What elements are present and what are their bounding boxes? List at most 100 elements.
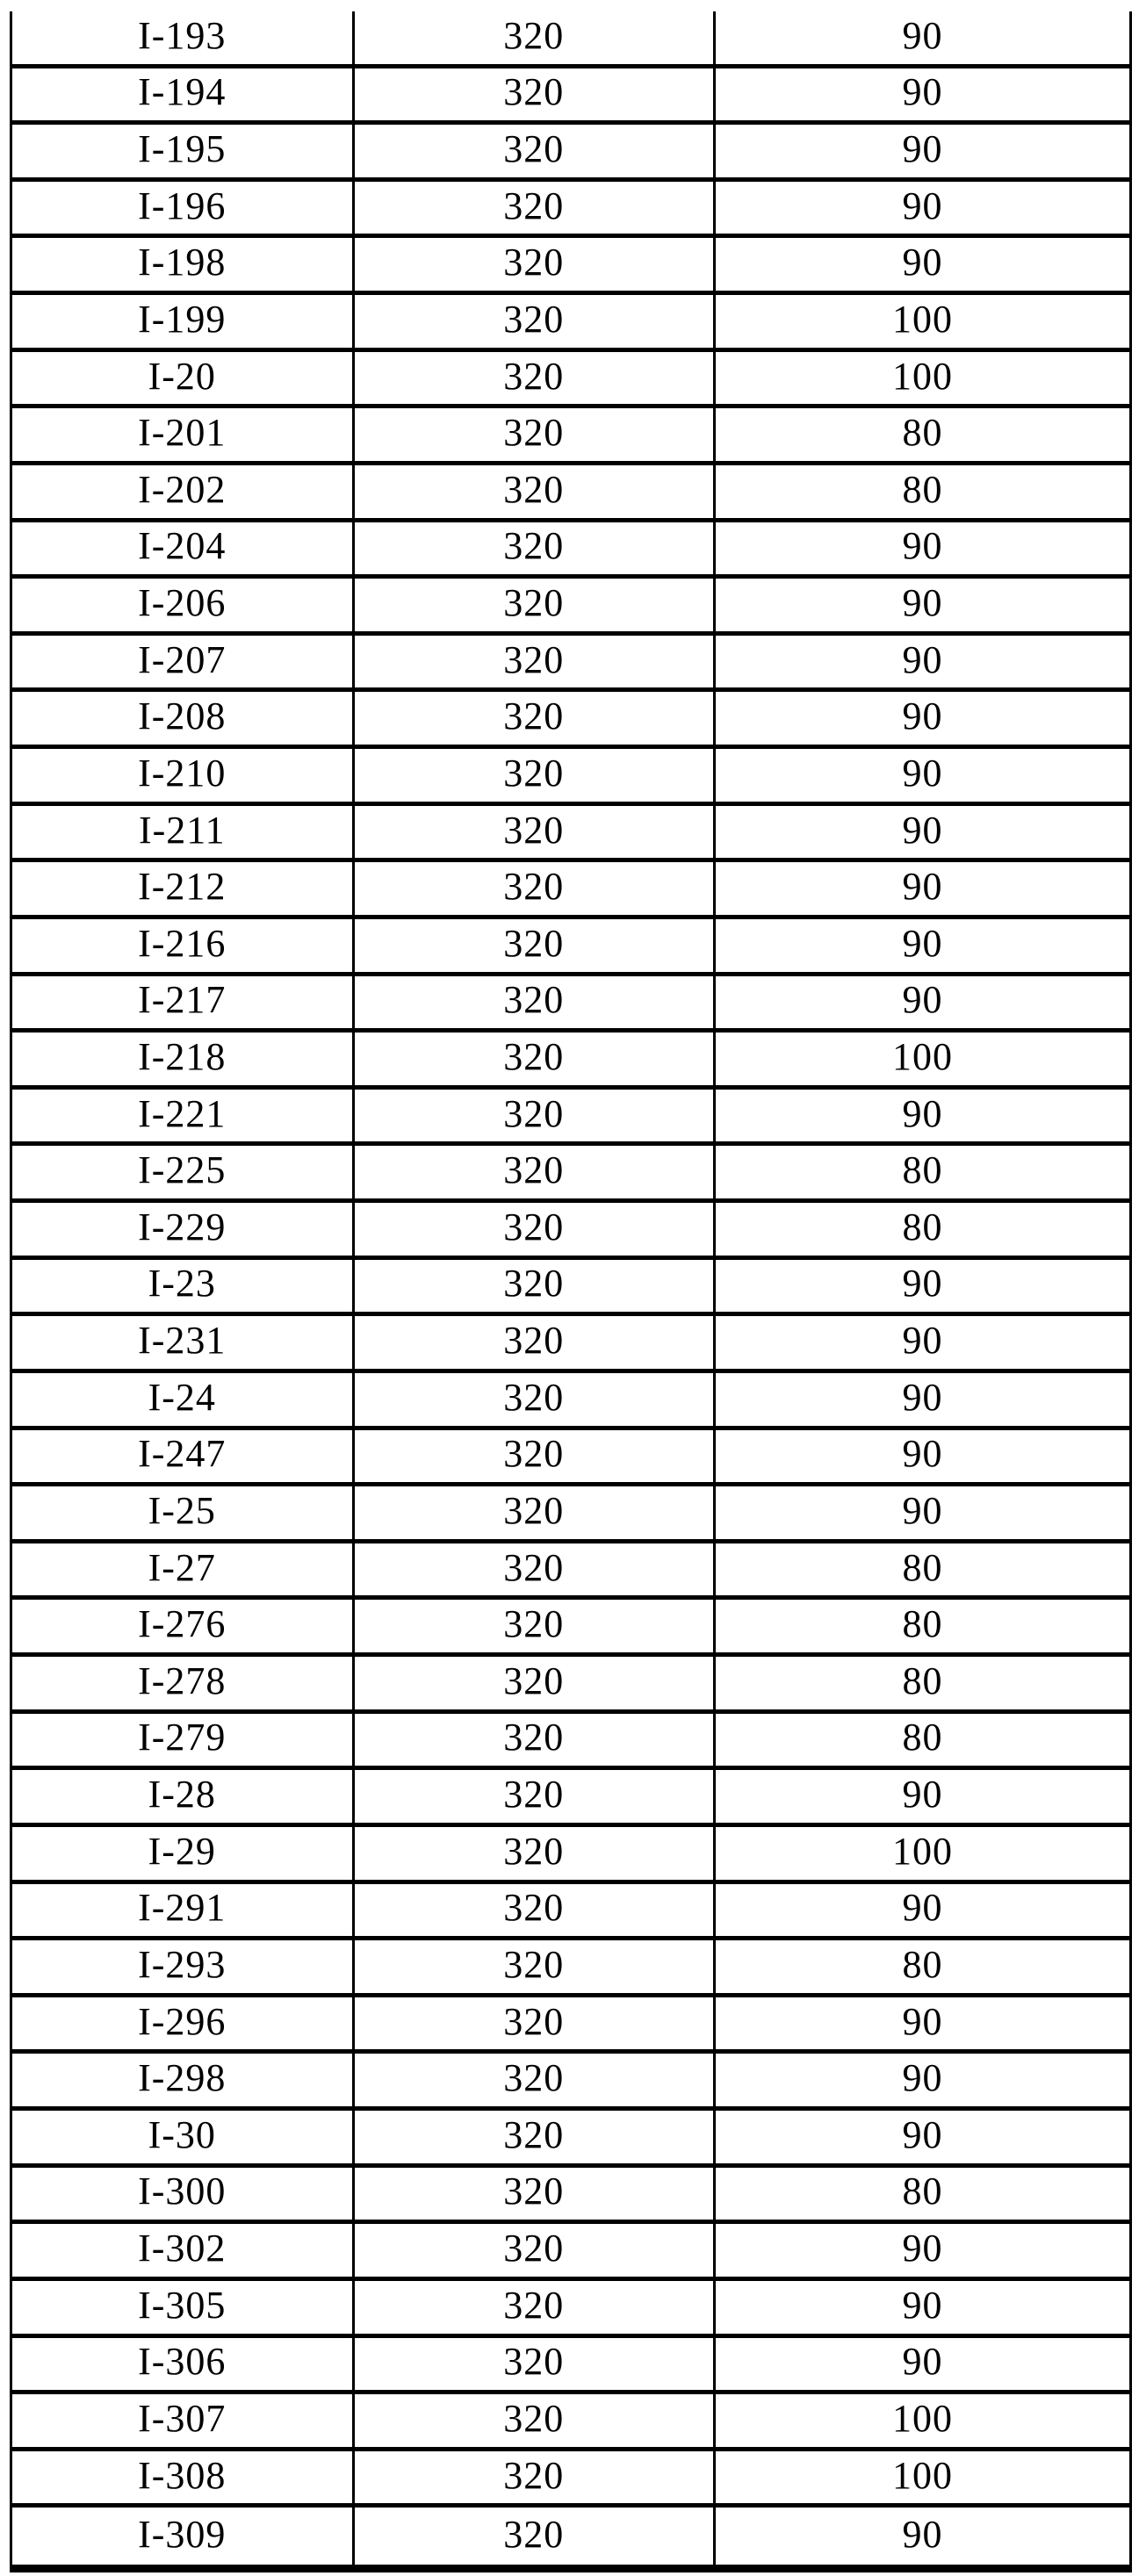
table-cell: I-204 xyxy=(12,522,355,579)
table-cell: 320 xyxy=(354,635,716,693)
table-cell: I-202 xyxy=(12,464,355,522)
table-cell: 320 xyxy=(354,351,716,409)
table-cell: 320 xyxy=(354,1713,716,1771)
table-cell: 90 xyxy=(715,125,1129,182)
table-cell: I-231 xyxy=(12,1316,355,1373)
table-cell: 320 xyxy=(354,464,716,522)
table-cell: I-302 xyxy=(12,2224,355,2281)
table-cell: I-221 xyxy=(12,1089,355,1147)
table-cell: I-24 xyxy=(12,1372,355,1430)
table-cell: 320 xyxy=(354,2280,716,2338)
table-cell: 320 xyxy=(354,579,716,636)
table-cell: I-30 xyxy=(12,2111,355,2168)
table-cell: 90 xyxy=(715,579,1129,636)
table-cell: 80 xyxy=(715,2168,1129,2225)
table-cell: I-309 xyxy=(12,2508,355,2565)
table-cell: 320 xyxy=(354,1203,716,1260)
table-cell: 80 xyxy=(715,1714,1129,1771)
table-cell: I-23 xyxy=(12,1259,355,1317)
table-cell: 320 xyxy=(354,2394,716,2451)
table-cell: 90 xyxy=(715,692,1129,750)
table-cell: 320 xyxy=(354,2337,716,2395)
table-cell: 320 xyxy=(354,1600,716,1658)
table-cell: 320 xyxy=(354,1997,716,2054)
table-cell: I-25 xyxy=(12,1486,355,1543)
table-cell: I-293 xyxy=(12,1940,355,1997)
table-cell: 320 xyxy=(354,2167,716,2225)
table-cell: I-308 xyxy=(12,2450,355,2508)
table-cell: 80 xyxy=(715,1203,1129,1260)
table-cell: 90 xyxy=(715,182,1129,239)
table-cell: 320 xyxy=(354,862,716,919)
table-cell: 90 xyxy=(715,806,1129,863)
table-cell: 320 xyxy=(354,1543,716,1601)
table-cell: I-207 xyxy=(12,635,355,693)
table-cell: 320 xyxy=(354,2111,716,2168)
table-cell: I-193 xyxy=(12,11,355,68)
table-cell: I-307 xyxy=(12,2394,355,2451)
table-cell: 90 xyxy=(715,749,1129,806)
table-cell: 320 xyxy=(354,238,716,296)
table-cell: I-225 xyxy=(12,1146,355,1204)
table-cell: 320 xyxy=(354,181,716,239)
table-cell: I-296 xyxy=(12,1997,355,2054)
table-cell: 320 xyxy=(354,692,716,750)
table-cell: I-278 xyxy=(12,1657,355,1714)
data-table: I-193 320 90 I-194 320 90 I-195 320 90 I-196 320 90… xyxy=(10,11,1132,2572)
table-cell: 320 xyxy=(354,918,716,976)
table-cell: 320 xyxy=(354,1940,716,1997)
table-cell: 80 xyxy=(715,1657,1129,1714)
table-cell: I-198 xyxy=(12,238,355,296)
table-cell: 90 xyxy=(715,1316,1129,1373)
table-cell: 100 xyxy=(715,295,1129,352)
table-cell: 320 xyxy=(354,1033,716,1090)
table-cell: I-28 xyxy=(12,1770,355,1827)
table-cell: I-210 xyxy=(12,749,355,806)
table-cell: 320 xyxy=(354,408,716,465)
table-cell: 320 xyxy=(354,1372,716,1430)
table-cell: 320 xyxy=(354,805,716,863)
table-cell: 90 xyxy=(715,2224,1129,2281)
table-cell: 100 xyxy=(715,2451,1129,2508)
table-cell: I-216 xyxy=(12,918,355,976)
table-cell: I-291 xyxy=(12,1883,355,1941)
table-cell: 320 xyxy=(354,2224,716,2281)
table-cell: I-300 xyxy=(12,2167,355,2225)
table-cell: 320 xyxy=(354,1146,716,1204)
table-cell: 90 xyxy=(715,2281,1129,2338)
table-cell: 320 xyxy=(354,1316,716,1373)
table-cell: I-279 xyxy=(12,1713,355,1771)
table-cell: 320 xyxy=(354,68,716,126)
table-cell: 320 xyxy=(354,522,716,579)
table-cell: I-206 xyxy=(12,579,355,636)
table-cell: I-218 xyxy=(12,1033,355,1090)
table-cell: 320 xyxy=(354,749,716,806)
table-cell: I-195 xyxy=(12,125,355,182)
table-cell: 100 xyxy=(715,352,1129,409)
table-cell: 320 xyxy=(354,1657,716,1714)
table-cell: 320 xyxy=(355,2508,716,2565)
table-cell: 90 xyxy=(715,2338,1129,2395)
table-cell: 100 xyxy=(715,1827,1129,1884)
table-cell: 320 xyxy=(354,295,716,352)
table-cell: I-276 xyxy=(12,1600,355,1658)
table-cell: I-27 xyxy=(12,1543,355,1601)
table-cell: I-229 xyxy=(12,1203,355,1260)
table-cell: 320 xyxy=(354,2450,716,2508)
table-cell: 80 xyxy=(715,1940,1129,1997)
table-cell: 90 xyxy=(715,1260,1129,1317)
table-cell: 320 xyxy=(354,11,716,68)
table-cell: I-298 xyxy=(12,2054,355,2112)
table-cell: 90 xyxy=(715,2054,1129,2112)
table-cell: 320 xyxy=(354,2054,716,2112)
table-cell: 90 xyxy=(715,238,1129,296)
table-cell: 80 xyxy=(715,1543,1129,1601)
table-cell: 90 xyxy=(715,1430,1129,1487)
table-cell: 80 xyxy=(715,465,1129,522)
table-cell: 90 xyxy=(902,2512,943,2556)
table-cell: 320 xyxy=(354,125,716,182)
table-cell: 90 xyxy=(715,1373,1129,1430)
table-cell: 90 xyxy=(715,522,1129,579)
table-cell: I-194 xyxy=(12,68,355,126)
table-cell: 90 xyxy=(715,976,1129,1033)
